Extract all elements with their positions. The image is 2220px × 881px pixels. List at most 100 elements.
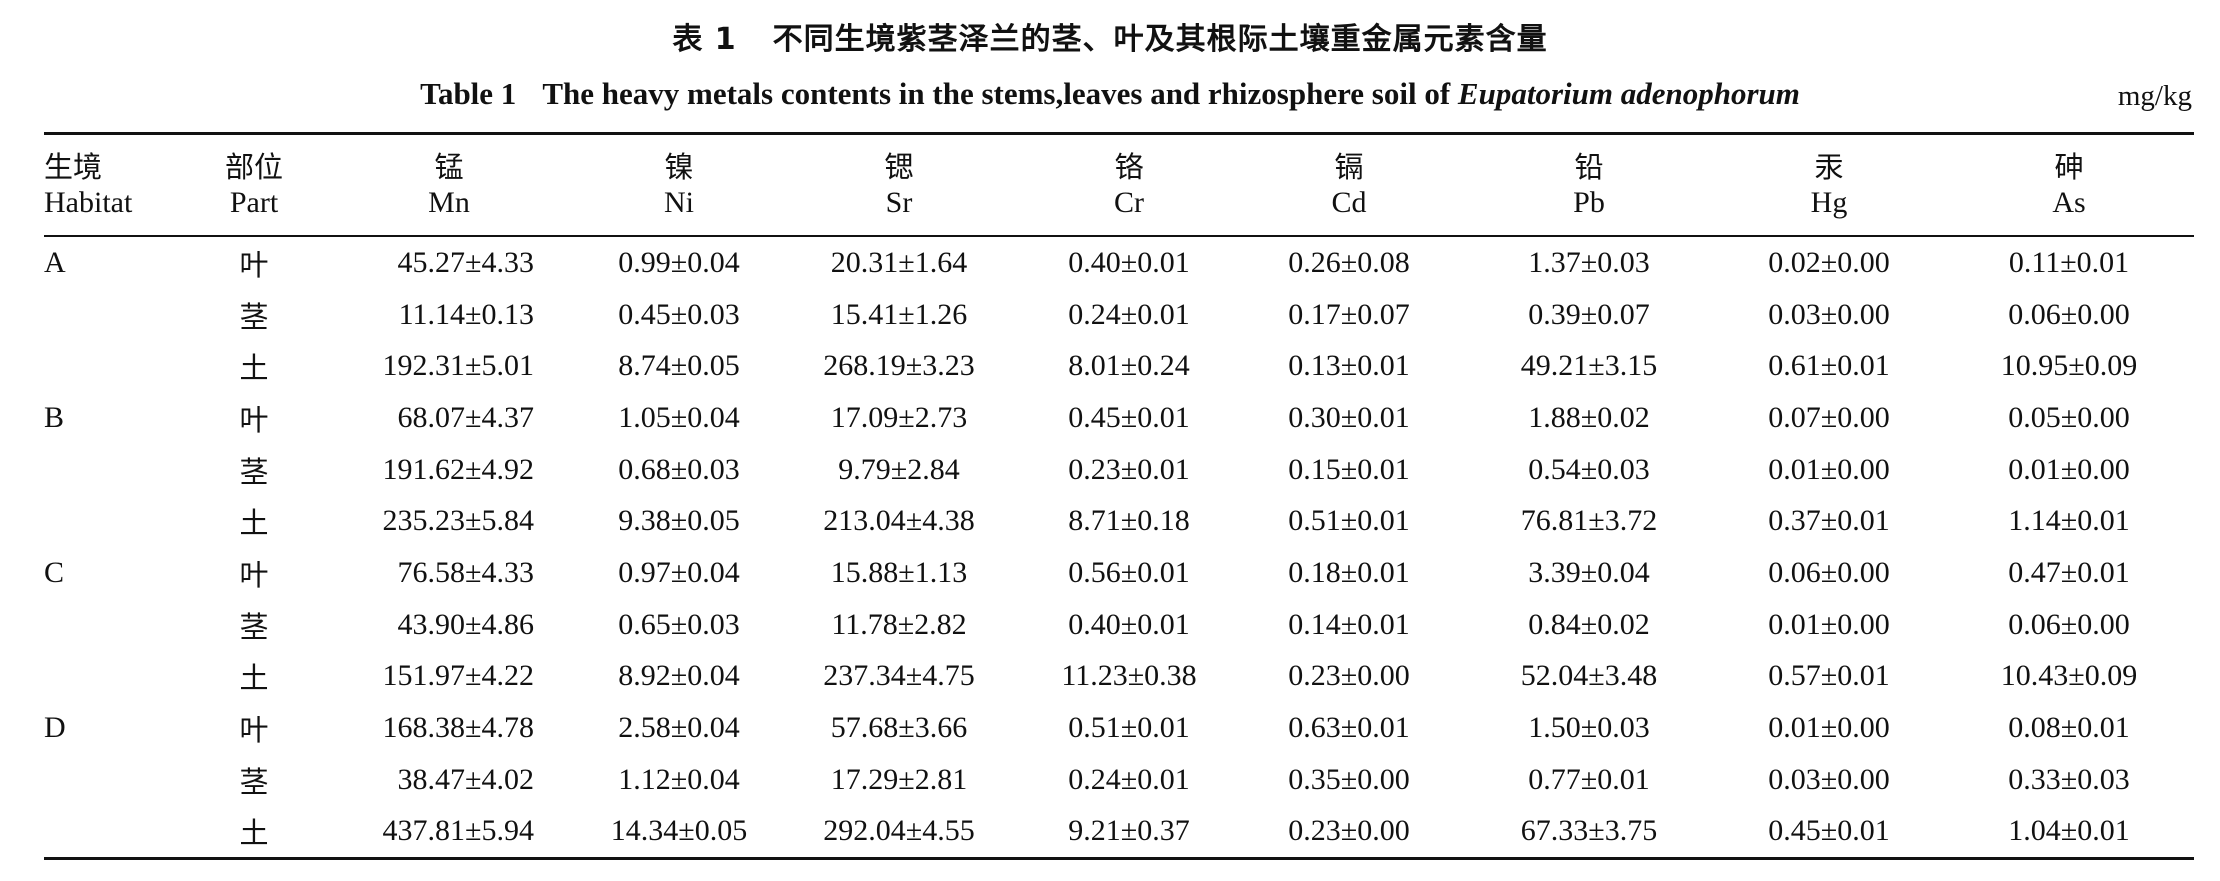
cell-cr: 8.01±0.24 <box>1068 349 1190 383</box>
cell-habitat: C <box>44 555 65 589</box>
cell-ni: 14.34±0.05 <box>610 814 748 848</box>
cell-pb: 1.50±0.03 <box>1528 711 1650 745</box>
cell-as: 1.14±0.01 <box>2008 504 2130 538</box>
cell-cr: 0.23±0.01 <box>1068 452 1190 486</box>
cell-part: 土 <box>239 816 269 851</box>
cell-habitat: D <box>44 711 66 745</box>
cell-cr: 0.45±0.01 <box>1068 400 1190 434</box>
cell-ni: 0.65±0.03 <box>618 607 740 641</box>
cell-mn: 68.07±4.37 <box>397 400 534 434</box>
table-row: 土 235.23±5.84 9.38±0.05 213.04±4.38 8.71… <box>44 495 2194 547</box>
table-number-zh: 表 1 <box>672 22 737 57</box>
column-header-as: 砷 As <box>2052 150 2086 219</box>
table-row: C 叶 76.58±4.33 0.97±0.04 15.88±1.13 0.56… <box>44 547 2194 599</box>
cell-habitat <box>44 444 194 496</box>
column-header-sr: 锶 Sr <box>884 150 914 219</box>
cell-pb: 0.77±0.01 <box>1528 762 1650 796</box>
cell-ni: 2.58±0.04 <box>618 711 740 745</box>
column-header-cd: 镉 Cd <box>1331 150 1367 219</box>
cell-habitat <box>44 754 194 806</box>
cell-cd: 0.35±0.00 <box>1288 762 1410 796</box>
table-title-en: The heavy metals contents in the stems,l… <box>542 76 1451 111</box>
cell-hg: 0.37±0.01 <box>1768 504 1890 538</box>
cell-sr: 15.41±1.26 <box>830 297 968 331</box>
column-header-pb: 铅 Pb <box>1573 150 1605 219</box>
table-row: B 叶 68.07±4.37 1.05±0.04 17.09±2.73 0.45… <box>44 392 2194 444</box>
cell-mn: 151.97±4.22 <box>382 659 534 693</box>
column-header-part: 部位 Part <box>224 150 283 219</box>
cell-sr: 213.04±4.38 <box>823 504 975 538</box>
cell-pb: 3.39±0.04 <box>1528 555 1650 589</box>
cell-mn: 76.58±4.33 <box>397 555 534 589</box>
cell-sr: 20.31±1.64 <box>830 245 968 279</box>
cell-ni: 9.38±0.05 <box>618 504 740 538</box>
table-bottom-rule <box>44 857 2194 860</box>
cell-cd: 0.30±0.01 <box>1288 400 1410 434</box>
column-header-hg: 汞 Hg <box>1810 150 1848 219</box>
cell-pb: 76.81±3.72 <box>1520 504 1658 538</box>
cell-hg: 0.06±0.00 <box>1768 555 1890 589</box>
cell-pb: 1.88±0.02 <box>1528 400 1650 434</box>
cell-cd: 0.23±0.00 <box>1288 659 1410 693</box>
cell-habitat <box>44 651 194 703</box>
cell-cd: 0.13±0.01 <box>1288 349 1410 383</box>
cell-habitat: A <box>44 245 66 279</box>
cell-mn: 45.27±4.33 <box>397 245 534 279</box>
cell-cr: 9.21±0.37 <box>1068 814 1190 848</box>
cell-pb: 52.04±3.48 <box>1520 659 1658 693</box>
cell-as: 0.06±0.00 <box>2008 297 2130 331</box>
table-header-rule <box>44 235 2194 237</box>
cell-part: 茎 <box>239 764 269 799</box>
table-row: D 叶 168.38±4.78 2.58±0.04 57.68±3.66 0.5… <box>44 702 2194 754</box>
table-row: 茎 191.62±4.92 0.68±0.03 9.79±2.84 0.23±0… <box>44 444 2194 496</box>
table-caption-english: Table 1 The heavy metals contents in the … <box>0 76 2220 112</box>
cell-mn: 38.47±4.02 <box>397 762 534 796</box>
cell-cd: 0.23±0.00 <box>1288 814 1410 848</box>
cell-as: 10.95±0.09 <box>2000 349 2138 383</box>
cell-pb: 67.33±3.75 <box>1520 814 1658 848</box>
cell-hg: 0.01±0.00 <box>1768 607 1890 641</box>
cell-habitat <box>44 289 194 341</box>
cell-habitat: B <box>44 400 65 434</box>
cell-ni: 0.45±0.03 <box>618 297 740 331</box>
cell-part: 茎 <box>239 299 269 334</box>
cell-as: 0.08±0.01 <box>2008 711 2130 745</box>
cell-cd: 0.26±0.08 <box>1288 245 1410 279</box>
table-row: 土 437.81±5.94 14.34±0.05 292.04±4.55 9.2… <box>44 806 2194 858</box>
cell-mn: 235.23±5.84 <box>382 504 534 538</box>
cell-sr: 57.68±3.66 <box>830 711 968 745</box>
cell-mn: 437.81±5.94 <box>382 814 534 848</box>
cell-hg: 0.07±0.00 <box>1768 400 1890 434</box>
cell-sr: 268.19±3.23 <box>823 349 975 383</box>
cell-cr: 0.56±0.01 <box>1068 555 1190 589</box>
cell-hg: 0.03±0.00 <box>1768 297 1890 331</box>
cell-ni: 8.74±0.05 <box>618 349 740 383</box>
cell-cr: 0.24±0.01 <box>1068 297 1190 331</box>
cell-part: 茎 <box>239 609 269 644</box>
cell-as: 0.33±0.03 <box>2008 762 2130 796</box>
column-header-ni: 镍 Ni <box>664 150 694 219</box>
cell-hg: 0.45±0.01 <box>1768 814 1890 848</box>
cell-part: 土 <box>239 351 269 386</box>
table-top-rule <box>44 132 2194 135</box>
cell-ni: 0.68±0.03 <box>618 452 740 486</box>
cell-as: 0.06±0.00 <box>2008 607 2130 641</box>
cell-part: 土 <box>239 661 269 696</box>
cell-cd: 0.15±0.01 <box>1288 452 1410 486</box>
cell-cr: 0.51±0.01 <box>1068 711 1190 745</box>
cell-cr: 0.40±0.01 <box>1068 245 1190 279</box>
column-header-cr: 铬 Cr <box>1114 150 1144 219</box>
cell-part: 叶 <box>239 557 269 592</box>
cell-habitat <box>44 599 194 651</box>
cell-as: 0.01±0.00 <box>2008 452 2130 486</box>
table-row: 土 192.31±5.01 8.74±0.05 268.19±3.23 8.01… <box>44 340 2194 392</box>
cell-mn: 11.14±0.13 <box>398 297 534 331</box>
table-caption-chinese: 表 1 不同生境紫茎泽兰的茎、叶及其根际土壤重金属元素含量 <box>0 14 2220 58</box>
cell-pb: 1.37±0.03 <box>1528 245 1650 279</box>
cell-sr: 17.09±2.73 <box>830 400 968 434</box>
cell-ni: 0.99±0.04 <box>618 245 740 279</box>
cell-as: 10.43±0.09 <box>2000 659 2138 693</box>
cell-ni: 0.97±0.04 <box>618 555 740 589</box>
cell-pb: 0.39±0.07 <box>1528 297 1650 331</box>
cell-hg: 0.01±0.00 <box>1768 452 1890 486</box>
